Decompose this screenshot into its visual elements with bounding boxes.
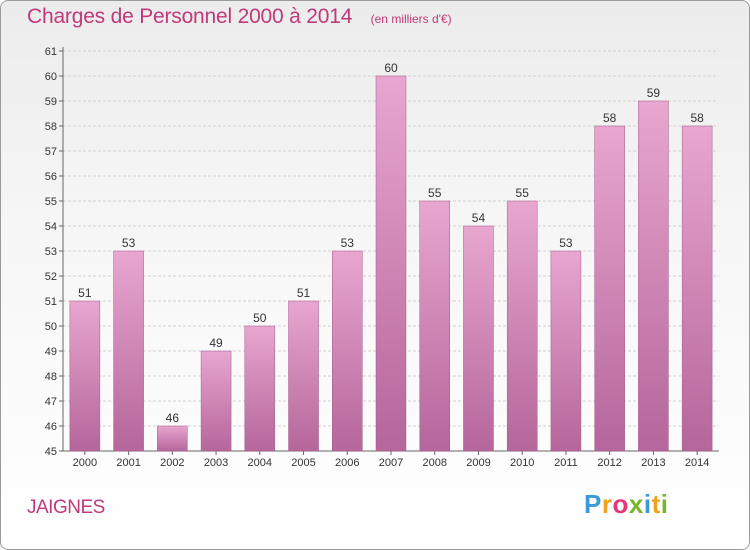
data-label: 46 [166, 411, 180, 425]
y-tick-label: 55 [45, 196, 57, 208]
labels: 45 46 47 48 49 50 51 52 53 54 55 56 57 58 59 60 61 51 2000… [45, 46, 710, 469]
data-label: 60 [384, 61, 398, 75]
y-tick-label: 56 [45, 171, 57, 183]
bar-2011 [550, 250, 582, 452]
y-tick-label: 58 [45, 121, 57, 133]
y-tick-label: 47 [45, 396, 57, 408]
x-tick-label: 2010 [510, 457, 534, 469]
bar-2010 [506, 200, 538, 452]
y-tick-label: 50 [45, 321, 57, 333]
data-label: 59 [647, 86, 661, 100]
y-tick-label: 52 [45, 271, 57, 283]
data-label: 50 [253, 311, 267, 325]
y-tick-label: 57 [45, 146, 57, 158]
x-tick-label: 2001 [116, 457, 140, 469]
data-label: 53 [122, 236, 136, 250]
data-label: 53 [559, 236, 573, 250]
y-tick-label: 46 [45, 421, 57, 433]
x-tick-label: 2012 [597, 457, 621, 469]
data-label: 49 [209, 336, 223, 350]
x-tick-label: 2000 [73, 457, 97, 469]
bar-2006 [332, 250, 363, 452]
x-tick-label: 2006 [335, 457, 359, 469]
y-tick-label: 48 [45, 371, 57, 383]
bar-2002 [157, 425, 188, 452]
y-tick-label: 54 [45, 221, 57, 233]
bar-2013 [638, 100, 669, 452]
data-label: 51 [78, 286, 92, 300]
logo-letter: x [628, 489, 644, 519]
data-label: 58 [690, 111, 704, 125]
y-tick-label: 45 [45, 446, 57, 458]
data-label: 54 [472, 211, 486, 225]
y-tick-label: 51 [45, 296, 57, 308]
commune-name: JAIGNES [27, 497, 105, 518]
x-tick-label: 2013 [641, 457, 665, 469]
x-tick-label: 2011 [554, 457, 578, 469]
x-tick-label: 2009 [466, 457, 490, 469]
x-tick-label: 2005 [291, 457, 315, 469]
x-tick-label: 2002 [160, 457, 184, 469]
bar-2001 [113, 250, 144, 452]
bar-2014 [681, 125, 713, 452]
chart-unit: (en milliers d'€) [370, 12, 452, 26]
y-tick-label: 59 [45, 96, 57, 108]
bar-2009 [463, 225, 494, 452]
title-row: Charges de Personnel 2000 à 2014 (en mil… [27, 5, 452, 29]
x-tick-label: 2008 [422, 457, 446, 469]
bar-2004 [244, 325, 276, 452]
data-label: 51 [297, 286, 311, 300]
x-tick-label: 2003 [204, 457, 228, 469]
logo-letter: i [660, 489, 669, 519]
logo-letter: r [601, 489, 613, 519]
y-tick-label: 49 [45, 346, 57, 358]
y-tick-label: 60 [45, 71, 57, 83]
bar-2012 [594, 125, 625, 452]
y-tick-label: 53 [45, 246, 57, 258]
x-tick-label: 2007 [379, 457, 403, 469]
logo-letter: t [651, 489, 661, 519]
proxiti-logo: Proxiti [584, 489, 668, 520]
logo-letter: P [584, 489, 602, 519]
bar-2008 [419, 200, 450, 452]
bar-2003 [200, 350, 232, 452]
bars [69, 75, 713, 452]
bar-2005 [288, 300, 319, 452]
y-tick-label: 61 [45, 46, 57, 58]
data-label: 55 [516, 186, 530, 200]
chart-title: Charges de Personnel 2000 à 2014 [27, 5, 353, 28]
data-label: 58 [603, 111, 617, 125]
data-label: 53 [341, 236, 355, 250]
bar-2007 [375, 75, 407, 452]
logo-letter: o [612, 489, 629, 519]
x-tick-label: 2004 [248, 457, 272, 469]
x-tick-label: 2014 [685, 457, 709, 469]
logo-letter: i [643, 489, 652, 519]
data-label: 55 [428, 186, 442, 200]
bar-2000 [69, 300, 101, 452]
